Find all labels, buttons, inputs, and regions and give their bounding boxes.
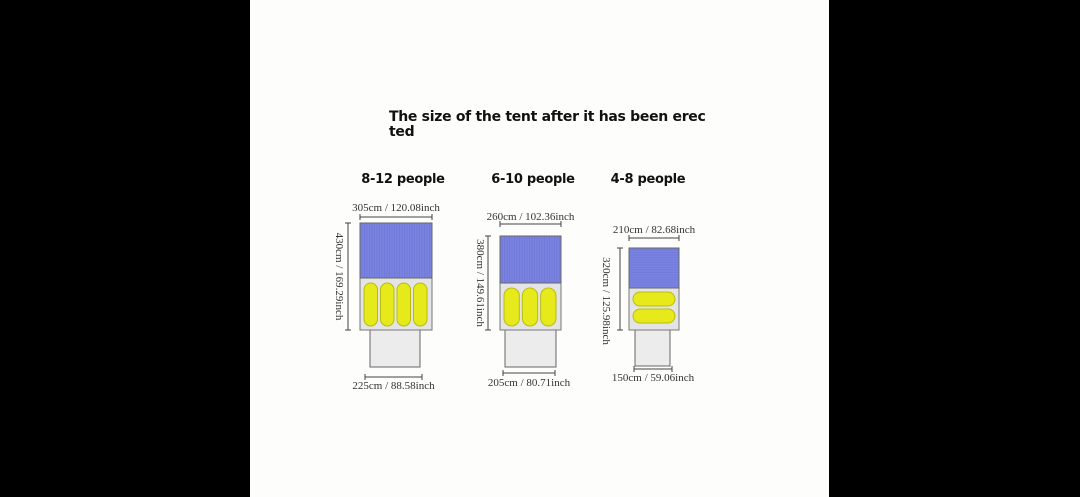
tent-1-vestibule-label: 225cm / 88.58inch — [352, 380, 435, 392]
title-line-2: ted — [389, 124, 415, 140]
tent-2-length-label: 380cm / 149.61inch — [474, 239, 486, 327]
tent-1-sleeping-bag — [413, 282, 428, 327]
tent-2-vestibule — [504, 329, 557, 368]
tent-2-sleeping-bag — [503, 287, 520, 327]
tent-1-sleeping-bag — [396, 282, 411, 327]
diagram-title: The size of the tent after it has been e… — [389, 110, 706, 140]
tent-2-diagram — [499, 235, 562, 368]
tent-3-vestibule-label: 150cm / 59.06inch — [612, 372, 695, 384]
tent-1-length-label: 430cm / 169.29inch — [333, 233, 345, 321]
tent-2-roof — [499, 235, 562, 284]
tent-3-sleeping-bag — [632, 308, 676, 324]
tent-1-roof — [359, 222, 433, 279]
tent-1-sleeping-bag — [380, 282, 395, 327]
tent-1-sleeping-bag — [363, 282, 378, 327]
tent-3-length-label: 320cm / 125.98inch — [600, 257, 612, 345]
tent-3-vestibule — [634, 329, 671, 367]
tent-1-diagram — [359, 222, 433, 368]
tent-3-capacity: 4-8 people — [610, 172, 686, 187]
tent-2-capacity: 6-10 people — [491, 172, 575, 187]
tent-2-vestibule-label: 205cm / 80.71inch — [488, 377, 571, 389]
tent-1-vestibule — [369, 329, 421, 368]
tent-3-sleeping-bag — [632, 291, 676, 307]
tent-2-sleeping-bag — [521, 287, 539, 327]
tent-1-width-label: 305cm / 120.08inch — [352, 202, 440, 214]
tent-2-sleeping-bag — [540, 287, 557, 327]
tent-3-diagram — [628, 247, 680, 367]
tent-2-width-label: 260cm / 102.36inch — [487, 211, 575, 223]
tent-3-roof — [628, 247, 680, 289]
tent-3-width-label: 210cm / 82.68inch — [613, 224, 696, 236]
title-line-1: The size of the tent after it has been e… — [389, 109, 706, 125]
tent-1-capacity: 8-12 people — [361, 172, 445, 187]
